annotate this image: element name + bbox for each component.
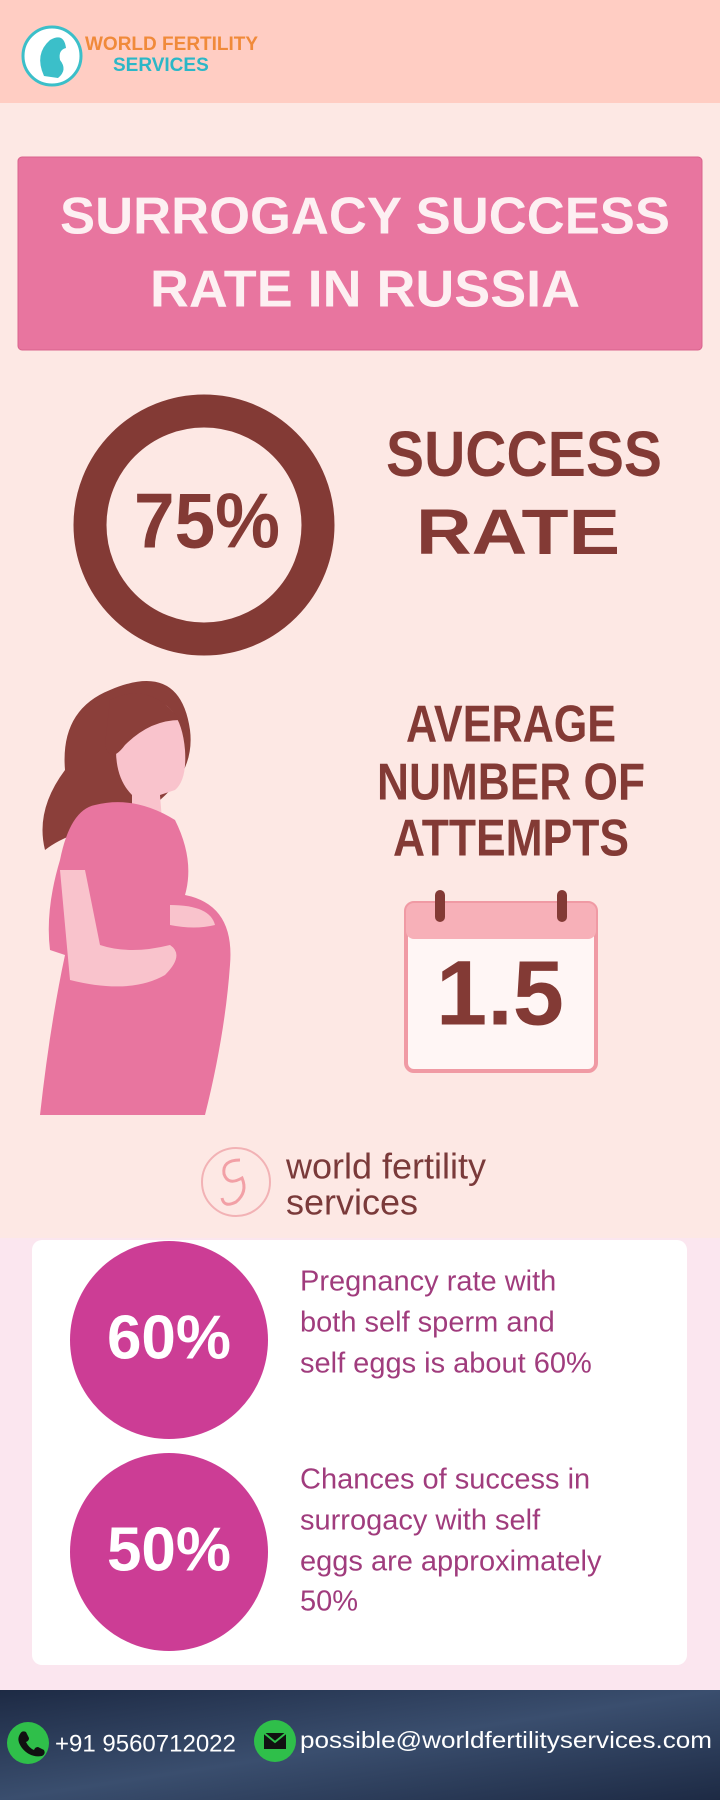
brand-icon-mark: [220, 1158, 246, 1206]
email-glyph: [263, 1732, 287, 1744]
stat-text: eggs are approximately: [300, 1546, 602, 1578]
logo-text: WORLD FERTILITY: [85, 34, 258, 55]
stat-text: surrogacy with self: [300, 1505, 541, 1537]
attempts-label: NUMBER OF: [377, 754, 645, 812]
stat-value: 60%: [107, 1303, 231, 1372]
phone-glyph: [18, 1731, 45, 1757]
title: SURROGACY SUCCESS: [60, 188, 670, 246]
header: [0, 0, 720, 103]
stat-text: Chances of success in: [300, 1464, 590, 1496]
brand-icon: [201, 1147, 271, 1217]
title-box: [17, 156, 703, 351]
success-label: RATE: [416, 496, 620, 568]
footer-email[interactable]: possible@worldfertilityservices.com: [300, 1727, 712, 1753]
stat-circle: [70, 1453, 268, 1651]
pregnant-woman-illustration: [40, 681, 231, 1115]
brand-text: world fertility: [285, 1146, 486, 1187]
title: RATE IN RUSSIA: [150, 261, 580, 319]
calendar-ring: [557, 890, 567, 922]
calendar-top: [406, 903, 596, 939]
stat-text: self eggs is about 60%: [300, 1348, 592, 1380]
stat-value: 50%: [107, 1515, 231, 1584]
brand-text: services: [286, 1182, 418, 1223]
success-value: 75%: [134, 477, 280, 565]
footer: [0, 1690, 720, 1800]
stat-text: both self sperm and: [300, 1307, 555, 1339]
calendar-ring: [435, 890, 445, 922]
stat-text: 50%: [300, 1586, 358, 1618]
success-ring: [73, 394, 335, 656]
stat-circle: [70, 1241, 268, 1439]
attempts-value: 1.5: [436, 942, 564, 1044]
footer-phone[interactable]: +91 9560712022: [55, 1730, 236, 1757]
attempts-label: ATTEMPTS: [393, 810, 629, 868]
attempts-label: AVERAGE: [406, 696, 616, 754]
logo-figure: [40, 37, 66, 78]
success-label: SUCCESS: [386, 418, 662, 490]
logo-text: SERVICES: [113, 55, 209, 76]
stat-text: Pregnancy rate with: [300, 1266, 556, 1298]
phone-icon: [7, 1722, 49, 1764]
